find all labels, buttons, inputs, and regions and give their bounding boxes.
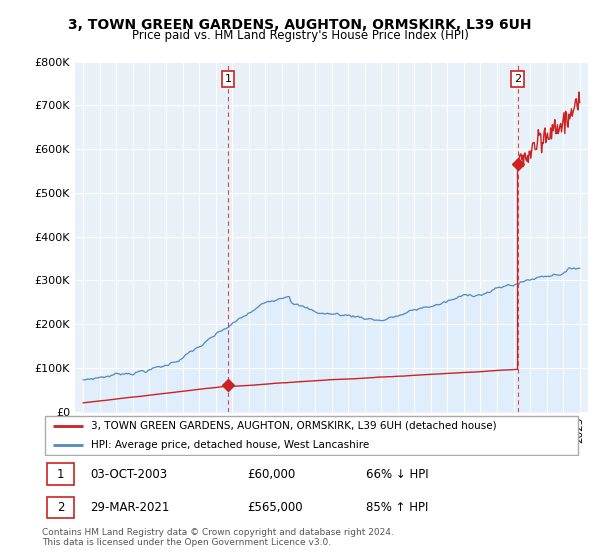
Text: 2: 2 (57, 501, 65, 514)
FancyBboxPatch shape (47, 497, 74, 519)
Text: Price paid vs. HM Land Registry's House Price Index (HPI): Price paid vs. HM Land Registry's House … (131, 29, 469, 42)
Text: 3, TOWN GREEN GARDENS, AUGHTON, ORMSKIRK, L39 6UH: 3, TOWN GREEN GARDENS, AUGHTON, ORMSKIRK… (68, 18, 532, 32)
FancyBboxPatch shape (47, 463, 74, 485)
Text: 85% ↑ HPI: 85% ↑ HPI (366, 501, 428, 514)
Text: 3, TOWN GREEN GARDENS, AUGHTON, ORMSKIRK, L39 6UH (detached house): 3, TOWN GREEN GARDENS, AUGHTON, ORMSKIRK… (91, 421, 496, 431)
Text: 03-OCT-2003: 03-OCT-2003 (91, 468, 168, 480)
Text: £565,000: £565,000 (247, 501, 303, 514)
Text: 29-MAR-2021: 29-MAR-2021 (91, 501, 170, 514)
Text: HPI: Average price, detached house, West Lancashire: HPI: Average price, detached house, West… (91, 440, 369, 450)
Text: 2: 2 (514, 74, 521, 84)
Text: Contains HM Land Registry data © Crown copyright and database right 2024.
This d: Contains HM Land Registry data © Crown c… (42, 528, 394, 547)
FancyBboxPatch shape (45, 416, 578, 455)
Text: 1: 1 (57, 468, 65, 480)
Text: 66% ↓ HPI: 66% ↓ HPI (366, 468, 428, 480)
Text: 1: 1 (224, 74, 232, 84)
Text: £60,000: £60,000 (247, 468, 295, 480)
